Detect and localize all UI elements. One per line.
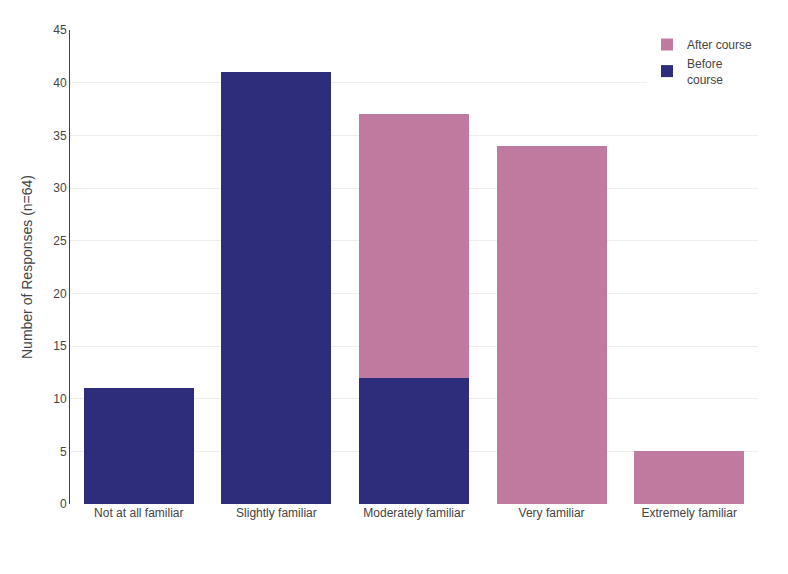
svg-text:Not at all familiar: Not at all familiar (94, 506, 183, 520)
svg-text:40: 40 (53, 76, 67, 90)
svg-text:After course: After course (687, 38, 752, 52)
svg-text:20: 20 (53, 287, 67, 301)
svg-text:Very familiar: Very familiar (519, 506, 585, 520)
svg-text:35: 35 (53, 129, 67, 143)
svg-text:Slightly familiar: Slightly familiar (236, 506, 317, 520)
svg-text:10: 10 (53, 392, 67, 406)
svg-text:Beforecourse: Beforecourse (687, 57, 723, 87)
svg-text:15: 15 (53, 339, 67, 353)
svg-text:Moderately familiar: Moderately familiar (363, 506, 464, 520)
svg-text:30: 30 (53, 181, 67, 195)
svg-text:Extremely familiar: Extremely familiar (642, 506, 737, 520)
svg-text:25: 25 (53, 234, 67, 248)
svg-text:45: 45 (53, 23, 67, 37)
svg-text:Number of Responses (n=64): Number of Responses (n=64) (19, 175, 35, 359)
svg-text:0: 0 (60, 497, 67, 511)
svg-text:5: 5 (60, 445, 67, 459)
